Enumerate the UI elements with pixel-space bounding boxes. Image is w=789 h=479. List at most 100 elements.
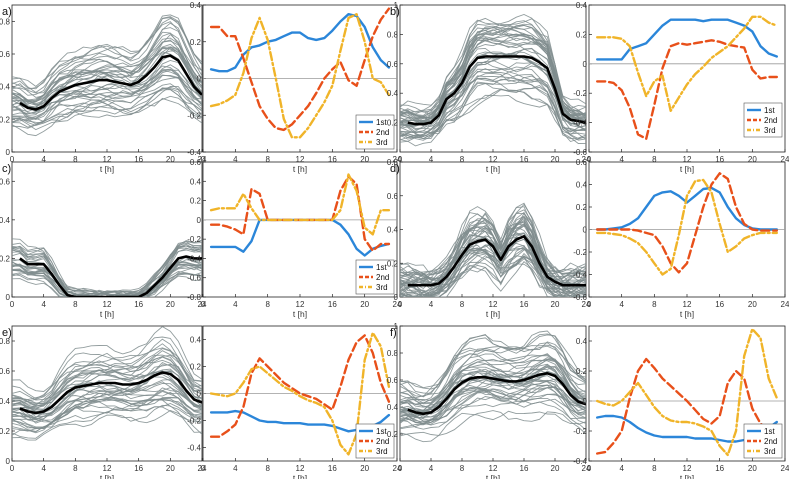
x-tick-label: 20 [748, 300, 757, 309]
x-tick-label: 0 [587, 300, 592, 309]
legend-label: 3rd [764, 126, 776, 135]
profile-line [400, 333, 586, 390]
y-tick-label: -0.8 [187, 293, 201, 302]
profile-line [400, 27, 586, 122]
profile-line [400, 396, 586, 426]
profile-line [400, 373, 586, 409]
y-tick-label: -0.2 [187, 111, 201, 120]
mean-profile-line [19, 371, 202, 415]
x-tick-label: 8 [73, 300, 78, 309]
profile-line [400, 396, 586, 430]
series-line-2nd [596, 172, 778, 274]
x-tick-label: 8 [652, 464, 657, 473]
x-tick-label: 8 [73, 464, 78, 473]
x-tick-label: 16 [134, 155, 143, 164]
x-tick-label: 4 [619, 464, 624, 473]
x-axis-label: t [h] [486, 164, 500, 174]
profile-line [400, 410, 586, 437]
y-tick-label: -0.6 [573, 293, 587, 302]
profile-line [400, 261, 586, 297]
x-axis-label: t [h] [293, 309, 307, 319]
profile-line [12, 33, 202, 109]
profile-line [12, 343, 202, 402]
profile-line [400, 68, 586, 140]
x-tick-label: 4 [41, 155, 46, 164]
y-tick-label: -0.2 [187, 417, 201, 426]
x-tick-label: 8 [652, 155, 657, 164]
profile-line [400, 78, 586, 140]
x-tick-label: 12 [683, 300, 692, 309]
x-tick-label: 12 [489, 300, 498, 309]
x-tick-label: 8 [460, 300, 465, 309]
x-tick-label: 24 [198, 155, 207, 164]
x-tick-label: 12 [683, 464, 692, 473]
profile-line [400, 380, 586, 413]
profile-line [12, 273, 202, 297]
x-tick-label: 8 [652, 300, 657, 309]
y-tick-label: 0.2 [0, 115, 11, 124]
profile-line [400, 363, 586, 415]
profile-line [12, 22, 202, 94]
series-line-2nd [209, 7, 391, 132]
x-tick-label: 20 [748, 155, 757, 164]
y-tick-label: 0.4 [0, 397, 11, 406]
y-tick-label: 0.2 [190, 197, 202, 206]
panel-b-profiles: 0 4 8 12 16 20 24 0.2 0.4 0.6 0.8 1b) t [h] [387, 1, 591, 174]
profile-line [400, 355, 586, 405]
y-tick-label: 0.4 [387, 89, 399, 98]
x-tick-label: 24 [198, 464, 207, 473]
profile-line [12, 391, 202, 432]
profile-line [400, 225, 586, 284]
profile-line [12, 69, 202, 121]
y-tick-label: 0 [6, 148, 11, 157]
x-tick-label: 20 [551, 464, 560, 473]
x-tick-label: 20 [748, 464, 757, 473]
y-tick-label: 0.2 [576, 203, 588, 212]
series-line-3rd [209, 173, 391, 236]
profile-line [400, 203, 586, 276]
profile-line [400, 70, 586, 127]
x-tick-label: 12 [683, 155, 692, 164]
x-tick-label: 0 [398, 464, 403, 473]
x-tick-label: 20 [166, 155, 175, 164]
mean-profile-line [407, 235, 586, 287]
y-tick-label: 0.2 [387, 119, 399, 128]
legend-label: 2nd [764, 437, 777, 446]
x-tick-label: 8 [460, 155, 465, 164]
y-tick-label: -0.2 [187, 235, 201, 244]
panel-c-components: 0 4 8 12 16 20 24-0.8-0.6-0.4-0.200.20.40.6t [… [187, 158, 402, 319]
mean-profile-line [19, 54, 202, 111]
y-tick-label: -0.2 [573, 248, 587, 257]
y-tick-label: 0.2 [190, 363, 202, 372]
y-tick-label: 0.4 [576, 337, 588, 346]
x-tick-label: 24 [582, 300, 591, 309]
x-tick-label: 24 [393, 300, 402, 309]
profile-line [400, 25, 586, 116]
series-line-1st [596, 18, 778, 61]
y-tick-label: 0.8 [387, 30, 399, 39]
x-tick-label: 20 [551, 300, 560, 309]
legend-label: 1st [764, 106, 775, 115]
y-tick-label: 0 [197, 75, 202, 84]
profile-line [12, 336, 202, 400]
x-tick-label: 20 [166, 300, 175, 309]
y-tick-label: 0 [6, 293, 11, 302]
y-tick-label: 0.8 [387, 158, 399, 167]
x-tick-label: 0 [10, 464, 15, 473]
x-tick-label: 4 [429, 464, 434, 473]
x-tick-label: 8 [265, 464, 270, 473]
y-tick-label: -0.4 [187, 254, 201, 263]
x-tick-label: 16 [520, 155, 529, 164]
profile-line [12, 95, 202, 131]
x-tick-label: 16 [328, 155, 337, 164]
x-tick-label: 12 [489, 464, 498, 473]
legend-label: 3rd [376, 447, 388, 456]
y-tick-label: 0.6 [387, 60, 399, 69]
series-line-3rd [596, 327, 778, 457]
